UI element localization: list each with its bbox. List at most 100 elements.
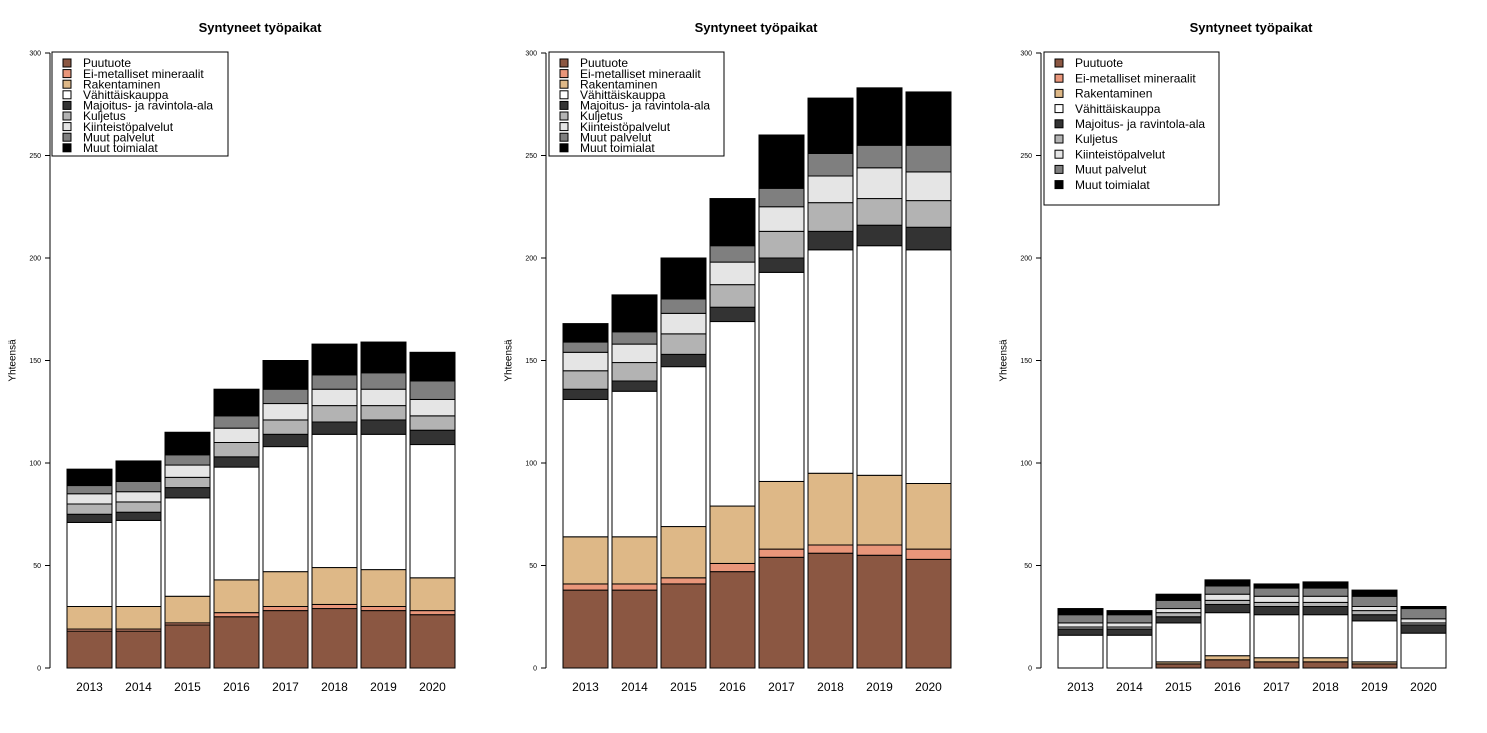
x-tick-label: 2018 — [817, 680, 844, 694]
x-tick-label: 2019 — [1361, 680, 1388, 694]
x-tick-label: 2016 — [719, 680, 746, 694]
bar-segment-rakentaminen-2016 — [1204, 655, 1251, 661]
bar-segment-puutuote-2016 — [1204, 659, 1251, 669]
legend-swatch — [559, 79, 569, 89]
legend-label: Majoitus- ja ravintola-ala — [83, 99, 213, 113]
bar-segment-muut-palvelut-2015 — [1155, 599, 1202, 610]
bar-segment-majoitus-ja-ravintola-ala-2020 — [409, 429, 456, 446]
bar-segment-kuljetus-2017 — [758, 230, 805, 259]
bar-segment-kiinteistöpalvelut-2018 — [807, 175, 854, 204]
bar-segment-rakentaminen-2019 — [856, 474, 903, 546]
legend-swatch — [559, 69, 569, 79]
x-tick-label: 2013 — [76, 680, 103, 694]
legend-swatch — [62, 69, 72, 79]
bar-segment-kiinteistöpalvelut-2019 — [360, 388, 407, 407]
bar-segment-majoitus-ja-ravintola-ala-2014 — [611, 380, 658, 392]
bar-segment-muut-toimialat-2017 — [262, 360, 309, 390]
bar-segment-kiinteistöpalvelut-2018 — [1302, 595, 1349, 603]
legend-swatch — [1054, 149, 1064, 159]
bar-segment-kiinteistöpalvelut-2013 — [1057, 622, 1104, 628]
bar-segment-muut-palvelut-2020 — [1400, 608, 1447, 620]
bar-segment-kuljetus-2015 — [1155, 612, 1202, 618]
bar-segment-puutuote-2018 — [1302, 661, 1349, 669]
bar-segment-muut-palvelut-2015 — [164, 454, 211, 466]
x-tick-label: 2019 — [370, 680, 397, 694]
bar-segment-kuljetus-2020 — [905, 200, 952, 228]
bar-segment-muut-toimialat-2016 — [213, 388, 260, 417]
bar-segment-muut-palvelut-2020 — [409, 380, 456, 400]
bar-segment-kuljetus-2015 — [660, 333, 707, 355]
bar-segment-rakentaminen-2015 — [164, 595, 211, 624]
legend-swatch — [559, 100, 569, 110]
bar-segment-puutuote-2016 — [213, 616, 260, 669]
bar-segment-muut-toimialat-2013 — [1057, 608, 1104, 616]
bar-segment-kuljetus-2019 — [360, 405, 407, 421]
bar-segment-vähittäiskauppa-2017 — [1253, 614, 1300, 659]
legend-label: Muut toimialat — [580, 141, 655, 155]
bar-segment-muut-toimialat-2014 — [1106, 610, 1153, 616]
bar-segment-ei-metalliset-mineraalit-2019 — [360, 606, 407, 612]
bar-segment-majoitus-ja-ravintola-ala-2016 — [1204, 603, 1251, 614]
bar-segment-kuljetus-2018 — [807, 202, 854, 232]
bar-segment-kiinteistöpalvelut-2014 — [115, 491, 162, 503]
legend-label: Rakentaminen — [83, 77, 160, 91]
bar-segment-rakentaminen-2019 — [360, 569, 407, 607]
bar-segment-puutuote-2017 — [758, 556, 805, 669]
bar-segment-vähittäiskauppa-2019 — [360, 433, 407, 571]
legend-swatch — [1054, 104, 1064, 114]
legend-label: Muut palvelut — [83, 130, 155, 144]
bar-segment-muut-toimialat-2018 — [311, 343, 358, 376]
legend-label: Rakentaminen — [580, 77, 657, 91]
bar-segment-kiinteistöpalvelut-2014 — [611, 343, 658, 364]
legend-swatch — [559, 90, 569, 100]
bar-segment-vähittäiskauppa-2019 — [856, 245, 903, 476]
bar-segment-rakentaminen-2018 — [311, 567, 358, 605]
legend-label: Muut palvelut — [580, 130, 652, 144]
bar-segment-kuljetus-2019 — [856, 198, 903, 226]
bar-segment-vähittäiskauppa-2014 — [611, 390, 658, 538]
bar-segment-vähittäiskauppa-2018 — [807, 249, 854, 474]
bar-segment-majoitus-ja-ravintola-ala-2016 — [213, 456, 260, 468]
bar-segment-muut-toimialat-2016 — [1204, 579, 1251, 587]
bar-segment-muut-toimialat-2014 — [611, 294, 658, 333]
bar-segment-muut-toimialat-2019 — [856, 87, 903, 146]
bar-segment-kuljetus-2019 — [1351, 610, 1398, 616]
bar-segment-rakentaminen-2018 — [1302, 657, 1349, 663]
bar-segment-rakentaminen-2017 — [262, 571, 309, 608]
y-tick-label: 100 — [29, 460, 41, 467]
bar-segment-puutuote-2017 — [262, 610, 309, 669]
bar-segment-rakentaminen-2013 — [562, 536, 609, 585]
x-tick-label: 2017 — [1263, 680, 1290, 694]
bar-segment-majoitus-ja-ravintola-ala-2019 — [856, 224, 903, 247]
bar-segment-majoitus-ja-ravintola-ala-2014 — [1106, 628, 1153, 636]
legend-label: Rakentaminen — [1075, 87, 1152, 101]
legend-label: Majoitus- ja ravintola-ala — [580, 99, 710, 113]
bar-segment-kuljetus-2016 — [213, 442, 260, 458]
bar-segment-ei-metalliset-mineraalit-2020 — [905, 548, 952, 560]
bar-segment-muut-palvelut-2020 — [905, 144, 952, 173]
bar-segment-ei-metalliset-mineraalit-2018 — [807, 544, 854, 554]
bar-segment-rakentaminen-2014 — [115, 606, 162, 630]
bar-segment-majoitus-ja-ravintola-ala-2013 — [66, 513, 113, 523]
legend-swatch — [62, 143, 72, 153]
bar-segment-puutuote-2015 — [1155, 663, 1202, 669]
bar-segment-puutuote-2015 — [660, 583, 707, 669]
bar-segment-vähittäiskauppa-2015 — [1155, 622, 1202, 663]
bar-segment-puutuote-2014 — [115, 630, 162, 669]
bar-segment-majoitus-ja-ravintola-ala-2015 — [164, 487, 211, 499]
legend-swatch — [559, 111, 569, 121]
bar-segment-kiinteistöpalvelut-2016 — [213, 427, 260, 443]
bar-segment-vähittäiskauppa-2013 — [66, 521, 113, 608]
bar-segment-vähittäiskauppa-2020 — [1400, 632, 1447, 669]
y-axis-label: Yhteensä — [999, 339, 1010, 382]
bar-segment-muut-palvelut-2014 — [115, 480, 162, 493]
bar-segment-vähittäiskauppa-2016 — [213, 466, 260, 581]
bar-segment-muut-toimialat-2017 — [1253, 583, 1300, 589]
bar-segment-rakentaminen-2013 — [66, 606, 113, 630]
bar-segment-majoitus-ja-ravintola-ala-2018 — [311, 421, 358, 435]
bar-segment-majoitus-ja-ravintola-ala-2014 — [115, 511, 162, 521]
bar-segment-kiinteistöpalvelut-2017 — [262, 403, 309, 421]
bar-segment-kiinteistöpalvelut-2015 — [660, 312, 707, 335]
bar-segment-majoitus-ja-ravintola-ala-2020 — [905, 226, 952, 251]
y-tick-label: 0 — [37, 665, 41, 672]
